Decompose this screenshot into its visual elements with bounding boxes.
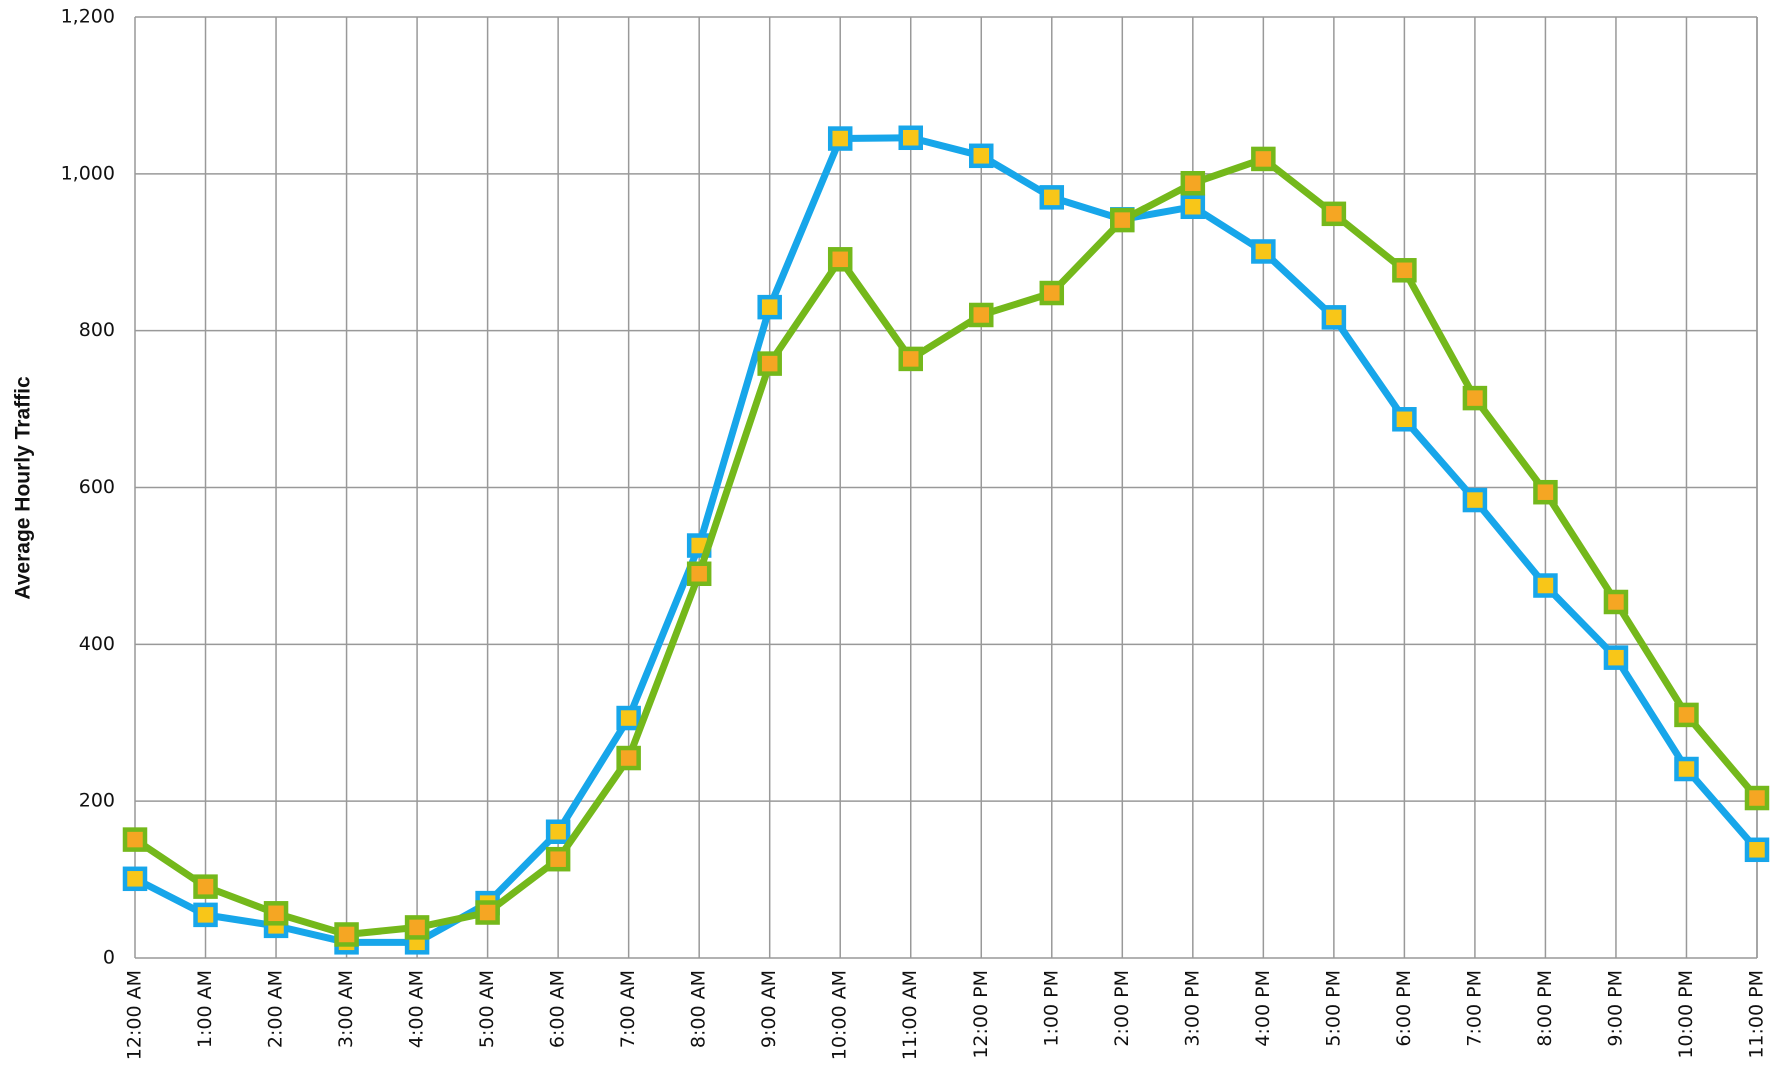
marker: [1674, 756, 1699, 782]
marker: [122, 827, 148, 852]
x-tick-label: 1:00 AM: [194, 970, 216, 1048]
x-tick-label: 12:00 AM: [124, 970, 146, 1060]
marker: [686, 561, 712, 587]
x-tick-label: 9:00 PM: [1604, 970, 1626, 1047]
marker: [1321, 201, 1347, 227]
marker: [1603, 645, 1629, 670]
marker: [545, 846, 571, 872]
y-tick-label: 800: [79, 319, 115, 341]
marker: [1039, 280, 1065, 306]
marker: [1462, 487, 1488, 513]
x-tick-label: 2:00 AM: [265, 970, 287, 1048]
marker: [1533, 573, 1558, 598]
marker: [404, 915, 430, 940]
x-tick-label: 1:00 PM: [1040, 970, 1062, 1047]
marker: [1392, 258, 1417, 283]
marker: [1039, 185, 1065, 210]
y-tick-label: 1,200: [61, 6, 115, 28]
x-tick-label: 6:00 AM: [547, 970, 569, 1048]
marker: [1392, 407, 1417, 432]
marker: [1180, 170, 1206, 196]
x-tick-label: 5:00 AM: [476, 970, 498, 1048]
x-tick-label: 11:00 PM: [1746, 970, 1768, 1059]
x-tick-label: 6:00 PM: [1393, 970, 1415, 1047]
marker: [1744, 785, 1770, 811]
x-tick-label: 3:00 AM: [335, 970, 357, 1048]
x-tick-label: 4:00 PM: [1252, 970, 1274, 1047]
series-line: [133, 134, 1760, 946]
x-tick-label: 8:00 PM: [1534, 970, 1556, 1047]
marker: [334, 922, 359, 947]
x-tick-label: 12:00 PM: [970, 970, 992, 1059]
marker: [193, 902, 218, 928]
y-tick-label: 200: [79, 790, 115, 812]
y-axis-title: Average Hourly Traffic: [12, 376, 35, 600]
marker: [1180, 194, 1206, 220]
marker: [193, 874, 218, 899]
marker: [757, 294, 782, 320]
x-tick-label: 8:00 AM: [688, 970, 710, 1048]
x-tick-label: 9:00 AM: [758, 970, 780, 1048]
marker: [898, 346, 923, 372]
marker: [827, 247, 853, 272]
marker: [475, 900, 500, 925]
marker: [898, 125, 923, 151]
x-tick-label: 7:00 PM: [1463, 970, 1485, 1047]
marker: [1533, 479, 1558, 505]
marker: [969, 143, 994, 169]
x-tick-label: 5:00 PM: [1322, 970, 1344, 1047]
x-tick-label: 2:00 PM: [1111, 970, 1133, 1047]
marker: [1674, 702, 1699, 728]
marker: [969, 302, 994, 328]
marker: [1110, 207, 1135, 233]
marker: [1603, 589, 1629, 615]
x-tick-label: 10:00 AM: [829, 970, 851, 1060]
marker: [1744, 837, 1770, 863]
marker: [616, 745, 641, 771]
marker: [545, 819, 571, 844]
marker: [757, 351, 782, 376]
x-tick-label: 11:00 AM: [899, 970, 921, 1060]
y-tick-label: 1,000: [61, 162, 115, 184]
y-tick-label: 600: [79, 476, 115, 498]
marker: [263, 901, 289, 926]
marker: [1251, 146, 1276, 172]
x-tick-label: 7:00 AM: [617, 970, 639, 1048]
marker: [827, 126, 853, 151]
y-tick-label: 0: [103, 947, 115, 969]
y-tick-label: 400: [79, 633, 115, 655]
marker: [122, 866, 148, 892]
marker: [1251, 239, 1276, 264]
x-tick-label: 4:00 AM: [406, 970, 428, 1048]
marker: [1321, 305, 1347, 330]
x-tick-label: 10:00 PM: [1675, 970, 1697, 1059]
marker: [616, 705, 641, 731]
x-tick-label: 3:00 PM: [1181, 970, 1203, 1047]
marker: [1462, 385, 1488, 411]
